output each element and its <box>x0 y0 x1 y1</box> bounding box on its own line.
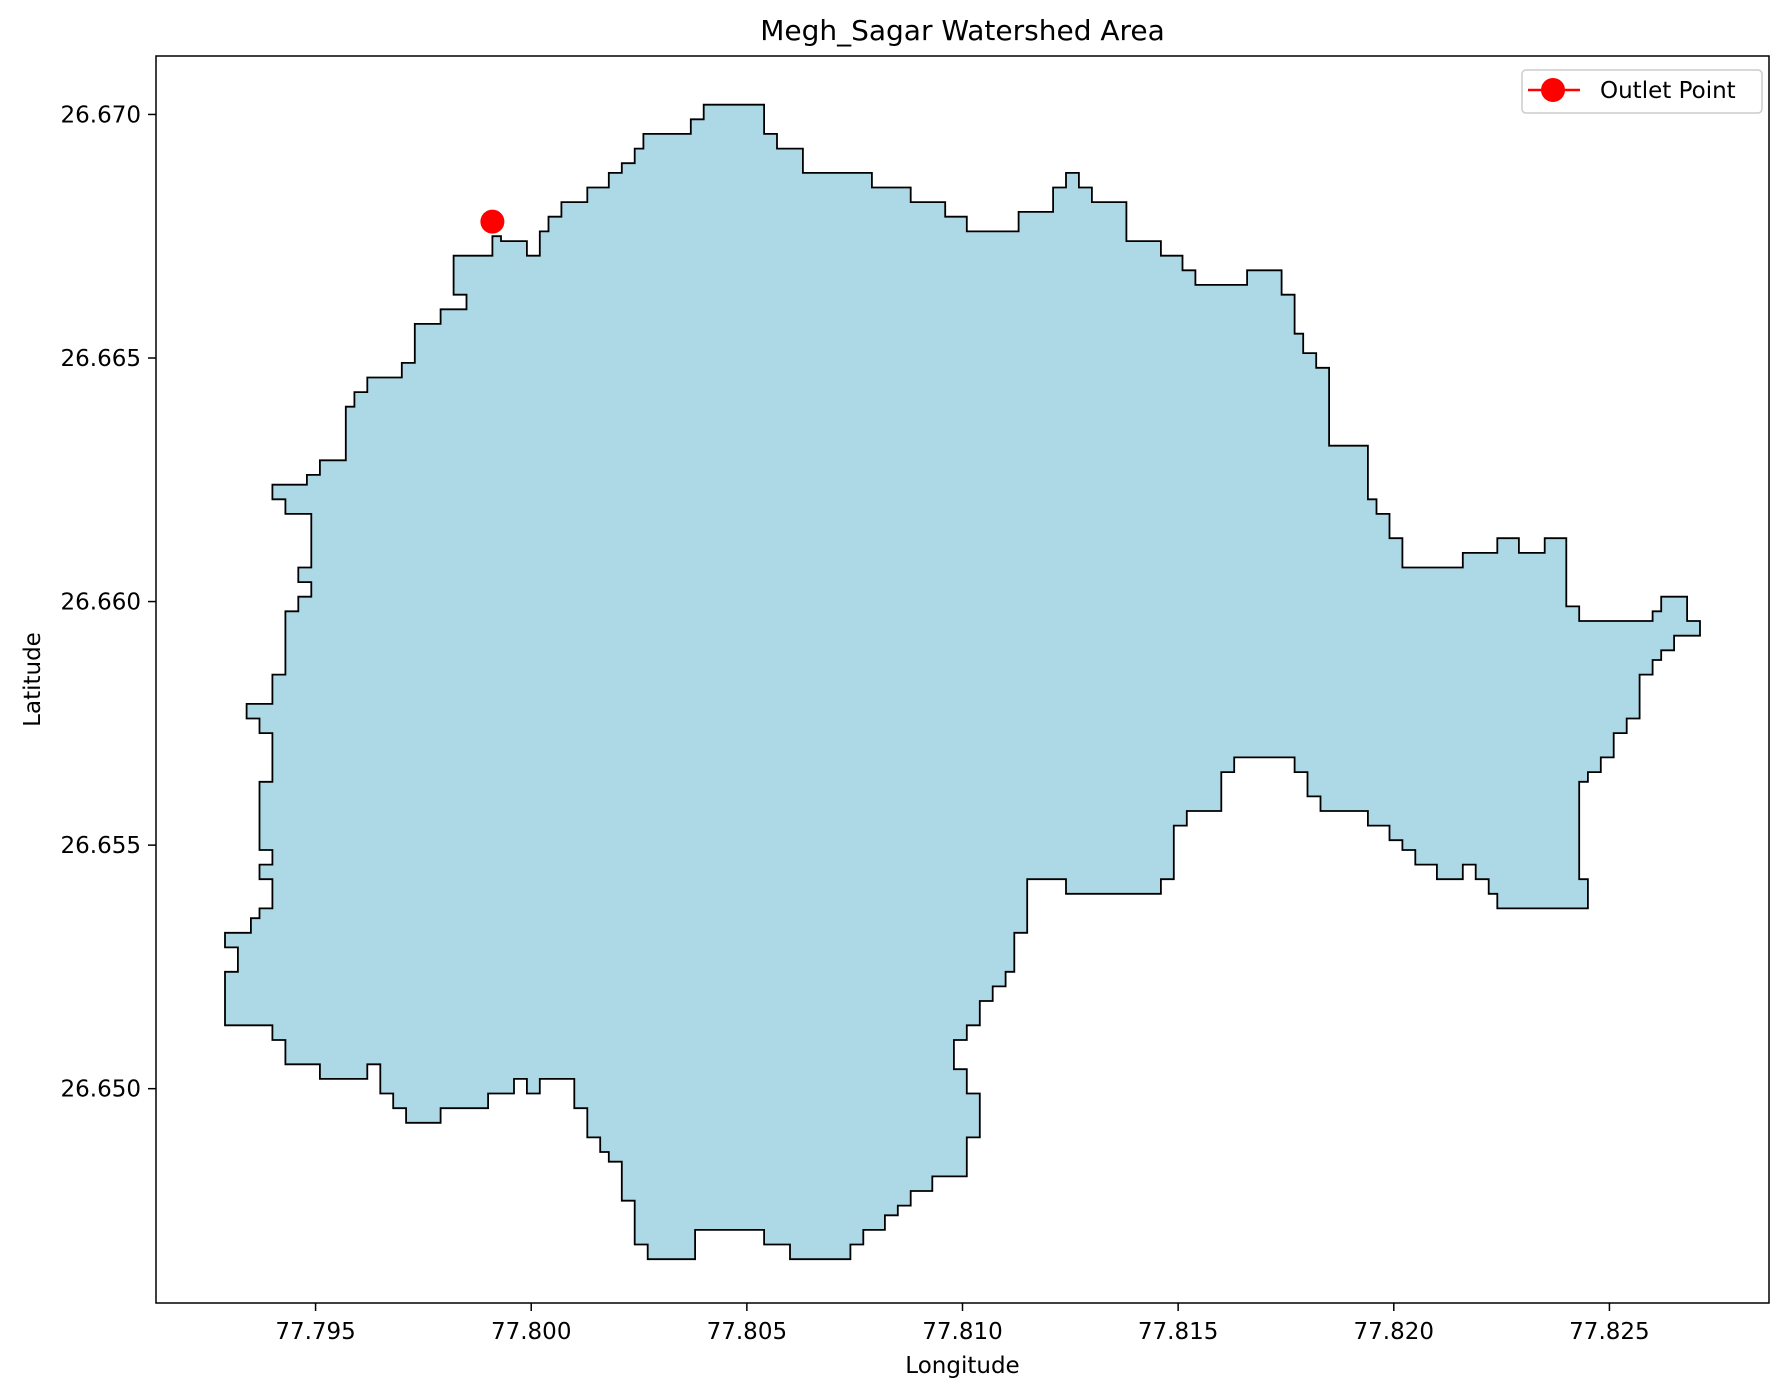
y-tick-label: 26.670 <box>61 102 141 128</box>
y-axis-ticks: 26.650 26.655 26.660 26.665 26.670 <box>61 102 156 1103</box>
x-tick-label: 77.795 <box>275 1319 355 1345</box>
plot-area <box>224 103 1701 1261</box>
x-tick-label: 77.825 <box>1569 1319 1649 1345</box>
chart-title: Megh_Sagar Watershed Area <box>760 14 1165 47</box>
x-axis-label: Longitude <box>905 1353 1019 1379</box>
x-tick-label: 77.820 <box>1354 1319 1434 1345</box>
watershed-polygon <box>224 103 1701 1261</box>
y-tick-label: 26.660 <box>61 590 141 616</box>
x-tick-label: 77.815 <box>1138 1319 1218 1345</box>
y-tick-label: 26.665 <box>61 346 141 372</box>
legend-point-marker <box>1541 78 1565 102</box>
series-layer <box>480 209 505 234</box>
y-tick-label: 26.655 <box>61 833 141 859</box>
x-axis-ticks: 77.795 77.800 77.805 77.810 77.815 77.820 77.8… <box>275 1303 1650 1345</box>
x-tick-label: 77.810 <box>922 1319 1002 1345</box>
y-tick-label: 26.650 <box>61 1077 141 1103</box>
outlet-point-marker <box>480 209 505 234</box>
x-tick-label: 77.800 <box>491 1319 571 1345</box>
legend-label-outlet-point: Outlet Point <box>1600 78 1736 104</box>
y-axis-label: Latitude <box>20 632 46 727</box>
legend-box <box>1521 69 1763 114</box>
legend: Outlet Point <box>1521 69 1763 114</box>
x-tick-label: 77.805 <box>707 1319 787 1345</box>
